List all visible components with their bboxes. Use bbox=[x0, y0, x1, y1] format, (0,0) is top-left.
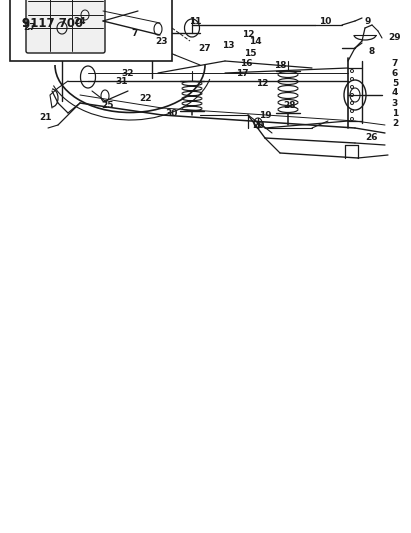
Text: 12: 12 bbox=[256, 78, 268, 87]
Text: 8: 8 bbox=[369, 46, 375, 55]
Text: 3: 3 bbox=[392, 99, 398, 108]
Text: 7: 7 bbox=[132, 28, 138, 37]
Text: 5: 5 bbox=[392, 78, 398, 87]
Text: 16: 16 bbox=[240, 59, 252, 68]
Text: 27: 27 bbox=[199, 44, 211, 52]
Text: 15: 15 bbox=[244, 49, 256, 58]
Text: 28: 28 bbox=[284, 101, 296, 109]
Text: 22: 22 bbox=[139, 93, 151, 102]
Text: 9: 9 bbox=[365, 17, 371, 26]
Text: 1: 1 bbox=[392, 109, 398, 117]
Text: 31: 31 bbox=[116, 77, 128, 85]
Text: 26: 26 bbox=[366, 133, 378, 142]
Text: 19: 19 bbox=[259, 110, 271, 119]
Bar bbox=[10, 0, 172, 61]
Text: 24: 24 bbox=[74, 17, 86, 26]
Text: 23: 23 bbox=[156, 36, 168, 45]
FancyBboxPatch shape bbox=[26, 0, 105, 53]
Text: 32: 32 bbox=[122, 69, 134, 77]
Text: 4: 4 bbox=[392, 88, 398, 98]
Text: 30: 30 bbox=[166, 109, 178, 117]
Text: 27: 27 bbox=[24, 23, 36, 33]
Text: 18: 18 bbox=[274, 61, 286, 69]
Text: 13: 13 bbox=[222, 41, 234, 50]
Text: 17: 17 bbox=[236, 69, 248, 77]
Text: 12: 12 bbox=[242, 30, 254, 39]
Text: 7: 7 bbox=[392, 59, 398, 68]
Text: 2: 2 bbox=[392, 118, 398, 127]
Text: 11: 11 bbox=[189, 17, 201, 26]
Text: 9117 700: 9117 700 bbox=[22, 17, 83, 29]
Text: 14: 14 bbox=[249, 36, 261, 45]
Text: 29: 29 bbox=[389, 34, 401, 43]
Text: 10: 10 bbox=[319, 17, 331, 26]
Text: 9117 700: 9117 700 bbox=[22, 17, 83, 29]
Text: 20: 20 bbox=[252, 120, 264, 130]
Text: 21: 21 bbox=[39, 114, 51, 123]
Text: 25: 25 bbox=[102, 101, 114, 109]
Text: 6: 6 bbox=[392, 69, 398, 77]
